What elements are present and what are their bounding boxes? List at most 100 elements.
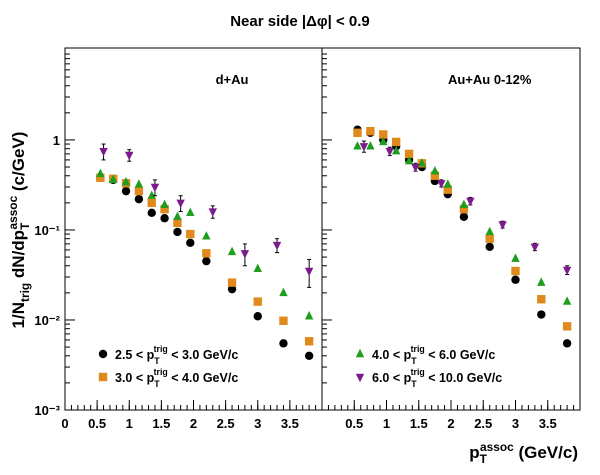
legend-marker <box>355 348 365 358</box>
data-point <box>108 174 118 184</box>
panel-label: Au+Au 0-12% <box>448 72 532 87</box>
data-point <box>443 185 452 194</box>
y-tick-label: 10⁻² <box>34 313 60 328</box>
data-point <box>253 312 262 321</box>
x-tick-label: 3.5 <box>281 416 299 431</box>
data-point <box>304 311 314 320</box>
data-point <box>466 197 475 207</box>
data-point <box>511 275 520 284</box>
x-tick-label: 0.5 <box>345 416 363 431</box>
data-point <box>511 266 520 276</box>
x-tick-label: 1 <box>126 416 133 431</box>
data-point <box>227 246 237 256</box>
data-point <box>537 310 546 319</box>
panel-label: d+Au <box>216 72 249 87</box>
x-tick-label: 2 <box>190 416 197 431</box>
data-point <box>134 186 144 196</box>
data-point <box>430 171 440 180</box>
x-tick-label: 3.5 <box>539 416 557 431</box>
data-point <box>404 149 414 159</box>
data-point <box>160 214 169 223</box>
data-point <box>562 266 572 276</box>
data-point <box>202 231 211 240</box>
data-point <box>160 199 169 209</box>
legend-label: 3.0 < pTtrig < 4.0 GeV/c <box>115 367 238 389</box>
data-point <box>150 183 160 193</box>
data-point <box>379 130 388 139</box>
data-point <box>485 234 494 243</box>
x-axis-label: pTassoc (GeV/c) <box>469 440 578 466</box>
legend-marker <box>355 373 365 383</box>
legend-label: 2.5 < pTtrig < 3.0 GeV/c <box>115 344 238 366</box>
data-point <box>304 267 314 277</box>
data-point <box>485 242 494 251</box>
x-tick-label: 1.5 <box>410 416 428 431</box>
data-point <box>279 316 288 325</box>
data-point <box>208 208 217 217</box>
data-point <box>537 277 546 286</box>
legend-label: 4.0 < pTtrig < 6.0 GeV/c <box>372 344 495 366</box>
x-tick-label: 2.5 <box>474 416 492 431</box>
data-point <box>411 163 420 173</box>
data-point <box>562 296 572 305</box>
data-point <box>459 199 469 209</box>
data-point <box>96 173 105 182</box>
data-point <box>176 199 185 209</box>
data-point <box>379 136 388 146</box>
x-tick-label: 2 <box>447 416 454 431</box>
data-point <box>485 226 494 236</box>
data-point <box>147 208 156 218</box>
x-tick-label: 0 <box>61 416 68 431</box>
y-tick-label: 10⁻¹ <box>34 223 60 238</box>
data-point <box>279 339 288 348</box>
data-point <box>279 287 288 297</box>
data-point <box>537 295 546 304</box>
data-point <box>121 176 131 186</box>
legend-label: 6.0 < pTtrig < 10.0 GeV/c <box>372 367 502 389</box>
data-point <box>443 179 452 188</box>
data-point <box>173 211 182 220</box>
data-point <box>430 165 440 175</box>
data-point <box>227 278 237 287</box>
data-point <box>253 297 262 306</box>
data-point <box>304 351 314 361</box>
x-tick-label: 1.5 <box>152 416 170 431</box>
data-point <box>562 339 572 348</box>
data-point <box>359 143 369 152</box>
data-point <box>437 180 446 189</box>
data-point <box>160 205 169 214</box>
x-tick-label: 1 <box>383 416 390 431</box>
data-point <box>417 158 427 167</box>
x-tick-label: 3 <box>512 416 519 431</box>
data-point <box>125 151 134 161</box>
data-point <box>240 250 250 259</box>
data-point <box>99 147 108 157</box>
data-point <box>366 127 375 136</box>
data-point <box>186 238 195 247</box>
data-point <box>562 322 572 331</box>
chart-title: Near side |Δφ| < 0.9 <box>230 13 370 30</box>
x-tick-label: 0.5 <box>88 416 106 431</box>
data-point <box>498 221 507 230</box>
data-point <box>304 337 314 346</box>
data-point <box>391 145 401 155</box>
data-point <box>253 263 262 273</box>
data-point <box>404 156 414 165</box>
data-point <box>173 218 182 228</box>
x-tick-label: 2.5 <box>217 416 235 431</box>
data-point <box>173 227 182 237</box>
data-point <box>186 207 195 217</box>
x-tick-label: 3 <box>254 416 261 431</box>
data-point <box>511 253 520 262</box>
data-point <box>530 243 540 252</box>
data-point <box>353 128 362 138</box>
data-point <box>147 198 156 208</box>
data-point <box>366 141 375 150</box>
data-point <box>121 186 131 196</box>
y-tick-label: 1 <box>53 133 60 148</box>
data-point <box>459 205 469 214</box>
data-point <box>391 137 401 147</box>
data-point <box>134 194 144 204</box>
data-point <box>227 284 237 294</box>
